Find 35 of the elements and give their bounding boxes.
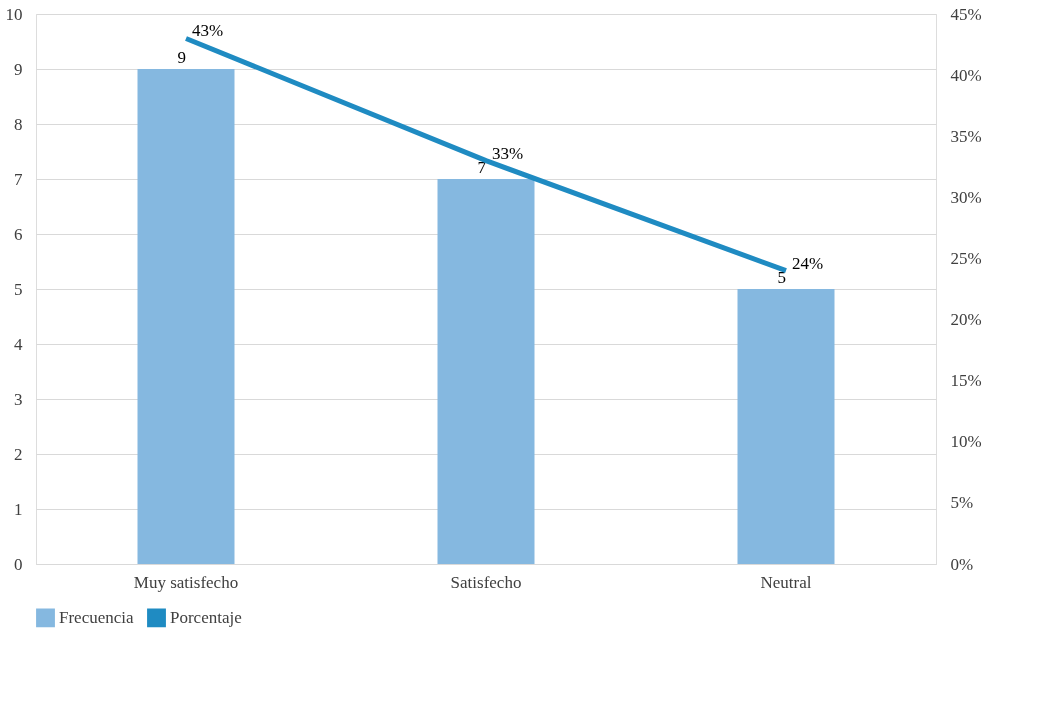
y-tick-label: 5 bbox=[14, 279, 23, 299]
legend-label: Porcentaje bbox=[170, 607, 242, 627]
x-tick-label: Satisfecho bbox=[450, 572, 522, 592]
y-tick-label: 4 bbox=[14, 334, 23, 354]
y-tick-label: 10 bbox=[5, 4, 23, 24]
y2-tick-label: 40% bbox=[950, 65, 982, 85]
y2-tick-label: 0% bbox=[950, 554, 974, 574]
y-tick-label: 1 bbox=[14, 499, 23, 519]
data-label: 5 bbox=[777, 268, 786, 287]
y2-tick-label: 20% bbox=[950, 310, 982, 330]
data-label: 7 bbox=[477, 158, 487, 177]
y2-tick-label: 35% bbox=[950, 126, 982, 146]
y-tick-label: 3 bbox=[14, 389, 23, 409]
y-tick-label: 9 bbox=[14, 59, 23, 79]
y2-tick-label: 5% bbox=[950, 493, 974, 513]
y-tick-label: 8 bbox=[14, 114, 23, 134]
data-label: 33% bbox=[492, 143, 524, 163]
y2-tick-label: 15% bbox=[950, 371, 982, 391]
y-tick-label: 6 bbox=[14, 224, 23, 244]
y2-tick-label: 45% bbox=[950, 4, 982, 24]
data-label: 24% bbox=[792, 253, 824, 273]
y2-tick-label: 10% bbox=[950, 432, 982, 452]
data-label: 43% bbox=[192, 21, 224, 41]
y-tick-label: 7 bbox=[14, 169, 23, 189]
y-tick-label: 0 bbox=[14, 554, 23, 574]
bar bbox=[137, 69, 235, 564]
legend-label: Frecuencia bbox=[59, 607, 135, 627]
y2-tick-label: 30% bbox=[950, 187, 982, 207]
bar bbox=[437, 179, 535, 564]
x-tick-label: Neutral bbox=[760, 572, 812, 592]
y2-tick-label: 25% bbox=[950, 248, 982, 268]
x-tick-label: Muy satisfecho bbox=[133, 572, 239, 592]
y-tick-label: 2 bbox=[14, 444, 23, 464]
bar bbox=[737, 289, 835, 564]
data-label: 9 bbox=[177, 48, 186, 67]
